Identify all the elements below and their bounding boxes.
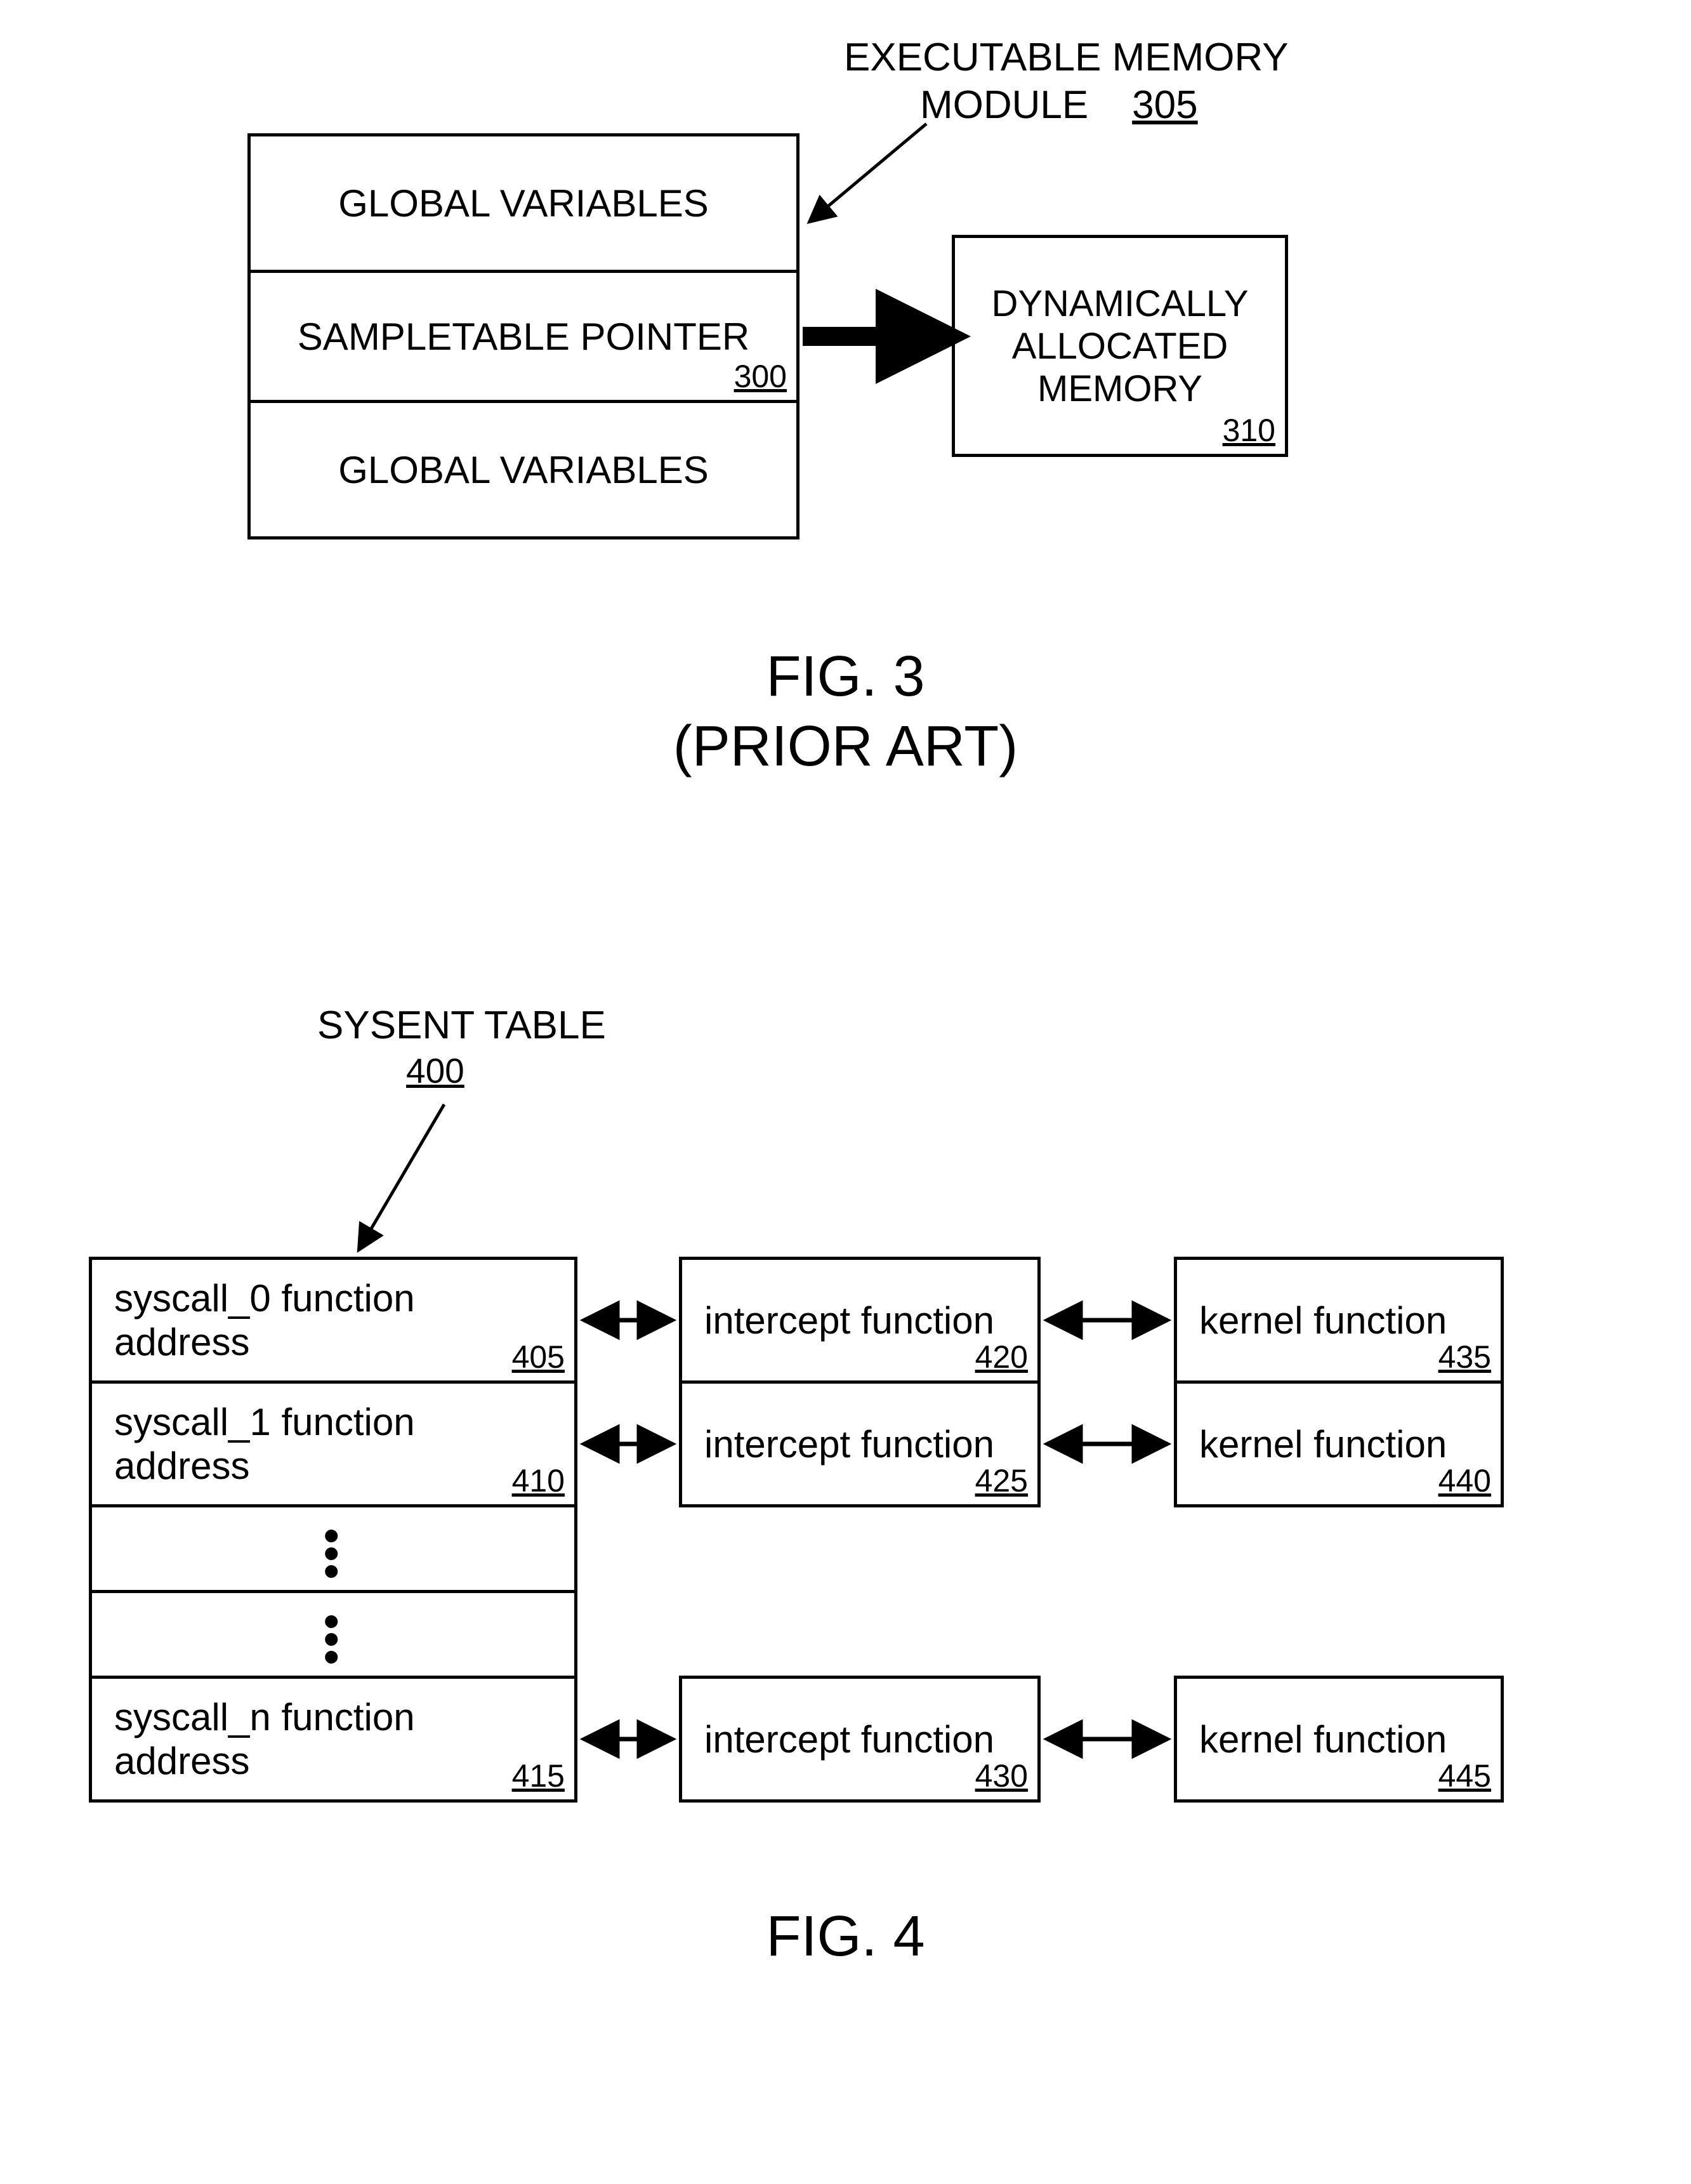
intercept-0-ref: 420	[975, 1339, 1028, 1375]
exec-mem-module-label-line1: EXECUTABLE MEMORY	[844, 35, 1289, 80]
global-variables-top-cell: GLOBAL VARIABLES	[247, 133, 799, 273]
syscall-n-cell: syscall_n function address 415	[89, 1676, 577, 1803]
sysent-table-label: SYSENT TABLE	[317, 1003, 606, 1048]
kernel-0-text: kernel function	[1193, 1299, 1485, 1342]
sampletable-pointer-cell: SAMPLETABLE POINTER 300	[247, 270, 799, 403]
syscall-0-ref: 405	[512, 1339, 565, 1375]
leader-exec-mem-icon	[809, 124, 926, 222]
fig3-caption-line1: FIG. 3	[0, 644, 1691, 710]
intercept-n-ref: 430	[975, 1757, 1028, 1794]
syscall-1-cell: syscall_1 function address 410	[89, 1380, 577, 1507]
syscall-n-ref: 415	[512, 1757, 565, 1794]
sampletable-pointer-text: SAMPLETABLE POINTER	[266, 315, 780, 359]
intercept-1-text: intercept function	[698, 1422, 1022, 1466]
kernel-n-text: kernel function	[1193, 1717, 1485, 1761]
leader-sysent-icon	[359, 1104, 444, 1250]
global-variables-bottom-text: GLOBAL VARIABLES	[266, 448, 780, 492]
syscall-1-ref: 410	[512, 1462, 565, 1499]
dyn-alloc-memory-box: DYNAMICALLY ALLOCATED MEMORY 310	[952, 235, 1288, 457]
exec-mem-module-label-line2: MODULE 305	[920, 83, 1198, 128]
fig3-caption-line2: (PRIOR ART)	[0, 714, 1691, 779]
intercept-0-text: intercept function	[698, 1299, 1022, 1342]
kernel-n-ref: 445	[1438, 1757, 1491, 1794]
intercept-n-cell: intercept function 430	[679, 1676, 1041, 1803]
global-variables-top-text: GLOBAL VARIABLES	[266, 182, 780, 225]
kernel-1-cell: kernel function 440	[1174, 1380, 1504, 1507]
dyn-mem-ref: 310	[1223, 412, 1275, 449]
syscall-0-cell: syscall_0 function address 405	[89, 1257, 577, 1384]
dyn-mem-line1: DYNAMICALLY	[991, 282, 1248, 325]
intercept-0-cell: intercept function 420	[679, 1257, 1041, 1384]
ellipsis-dots-left: •••	[324, 1526, 339, 1580]
sampletable-pointer-ref: 300	[734, 358, 787, 395]
dyn-mem-line2: ALLOCATED	[1012, 325, 1228, 367]
intercept-n-text: intercept function	[698, 1717, 1022, 1761]
syscall-1-text: syscall_1 function address	[108, 1400, 558, 1488]
intercept-1-ref: 425	[975, 1462, 1028, 1499]
kernel-0-cell: kernel function 435	[1174, 1257, 1504, 1384]
dyn-mem-line3: MEMORY	[1037, 367, 1202, 410]
syscall-n-text: syscall_n function address	[108, 1695, 558, 1783]
kernel-0-ref: 435	[1438, 1339, 1491, 1375]
syscall-0-text: syscall_0 function address	[108, 1276, 558, 1364]
intercept-1-cell: intercept function 425	[679, 1380, 1041, 1507]
kernel-1-text: kernel function	[1193, 1422, 1485, 1466]
fig4-caption: FIG. 4	[0, 1904, 1691, 1969]
kernel-n-cell: kernel function 445	[1174, 1676, 1504, 1803]
kernel-1-ref: 440	[1438, 1462, 1491, 1499]
global-variables-bottom-cell: GLOBAL VARIABLES	[247, 400, 799, 539]
ellipsis-dots-left-2: •••	[324, 1612, 339, 1665]
sysent-table-ref: 400	[406, 1050, 464, 1091]
